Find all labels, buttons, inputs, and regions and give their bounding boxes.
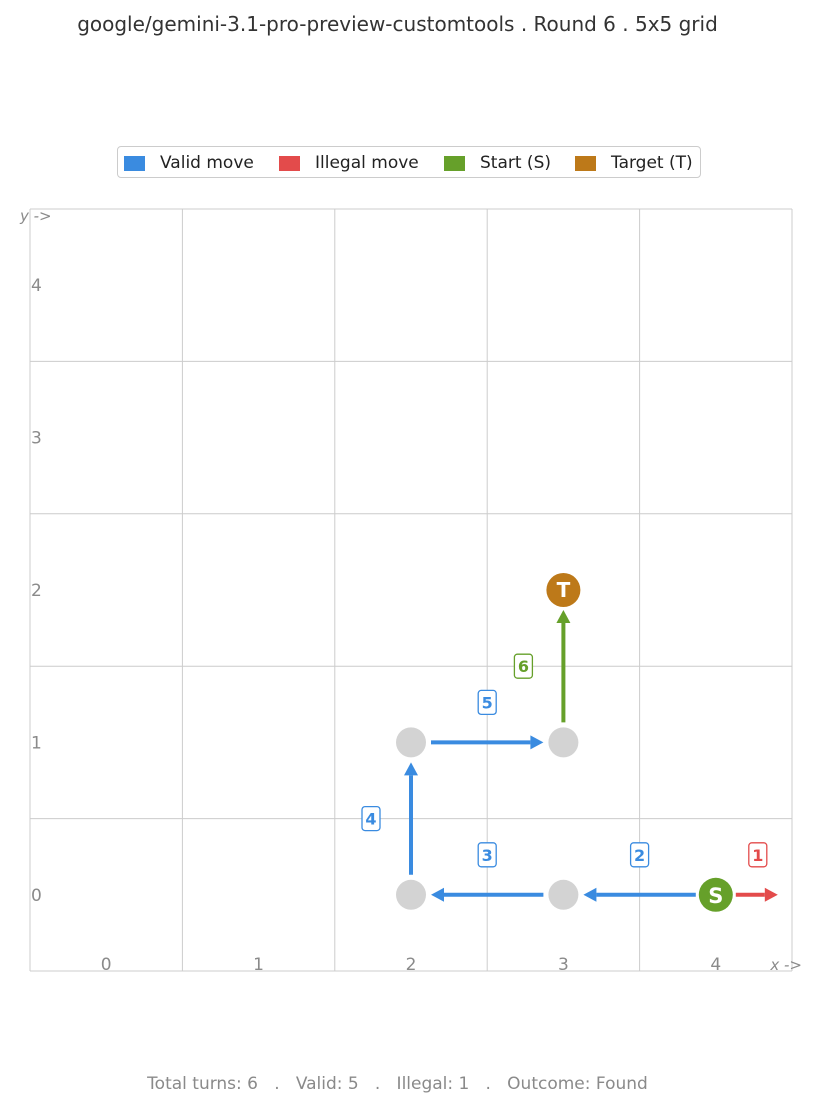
- move-label-box-2: [629, 842, 650, 868]
- start-marker-label: S: [708, 884, 723, 908]
- y-axis-label: y ->: [19, 207, 52, 225]
- target-marker: [546, 573, 581, 607]
- y-tick-label: 1: [31, 733, 42, 753]
- legend: Valid move Illegal move Start (S) Target…: [117, 146, 701, 178]
- legend-label-target: Target (T): [611, 153, 693, 173]
- move-label-box-4: [361, 805, 381, 832]
- legend-item-valid: Valid move: [124, 147, 254, 179]
- move-label-1: 1: [752, 846, 763, 865]
- visited-cell-marker: [548, 879, 579, 910]
- move-label-box-1: [748, 842, 768, 868]
- x-tick-label: 2: [406, 955, 417, 975]
- legend-label-illegal: Illegal move: [315, 153, 419, 173]
- move-label-4: 4: [365, 810, 376, 829]
- legend-item-illegal: Illegal move: [279, 147, 419, 179]
- legend-label-start: Start (S): [480, 153, 551, 173]
- x-tick-label: 0: [101, 955, 112, 975]
- visited-cell-marker: [396, 727, 426, 758]
- move-label-3: 3: [482, 846, 493, 865]
- move-label-2: 2: [634, 846, 645, 865]
- move-label-box-5: [477, 689, 497, 716]
- x-tick-label: 3: [558, 955, 569, 975]
- page-title: google/gemini-3.1-pro-preview-customtool…: [77, 12, 718, 36]
- move-arrowhead-5: [530, 735, 544, 750]
- visited-cell-marker: [548, 727, 579, 758]
- start-marker: [698, 877, 733, 912]
- legend-item-target: Target (T): [575, 147, 693, 179]
- y-tick-label: 0: [31, 886, 42, 906]
- grid-board: 0 1 2 3 4 0 1 2 3 4 x -> y -> 1 2 3 4 5 6 S T: [19, 207, 802, 975]
- y-tick-label: 4: [31, 276, 42, 296]
- move-arrowhead-2: [583, 887, 597, 902]
- visited-cell-marker: [396, 879, 426, 910]
- legend-swatch-valid: [124, 155, 145, 171]
- move-label-box-3: [477, 842, 497, 868]
- move-arrowhead-6: [556, 610, 571, 623]
- legend-swatch-target: [575, 155, 596, 171]
- y-tick-label: 3: [31, 429, 42, 449]
- legend-item-start: Start (S): [444, 147, 551, 179]
- move-arrowhead-3: [431, 887, 444, 902]
- y-tick-label: 2: [31, 581, 42, 601]
- x-tick-label: 4: [710, 955, 721, 975]
- summary-footer: Total turns: 6 . Valid: 5 . Illegal: 1 .…: [147, 1074, 648, 1094]
- move-label-6: 6: [518, 657, 529, 676]
- x-axis-label: x ->: [769, 956, 802, 974]
- move-label-5: 5: [482, 693, 493, 712]
- target-marker-label: T: [557, 578, 571, 602]
- move-arrowhead-4: [404, 762, 418, 776]
- legend-swatch-start: [444, 155, 465, 171]
- x-tick-label: 1: [253, 955, 264, 975]
- move-arrowhead-1: [764, 887, 778, 902]
- legend-label-valid: Valid move: [160, 153, 254, 173]
- legend-swatch-illegal: [279, 155, 300, 171]
- move-label-box-6: [513, 653, 534, 679]
